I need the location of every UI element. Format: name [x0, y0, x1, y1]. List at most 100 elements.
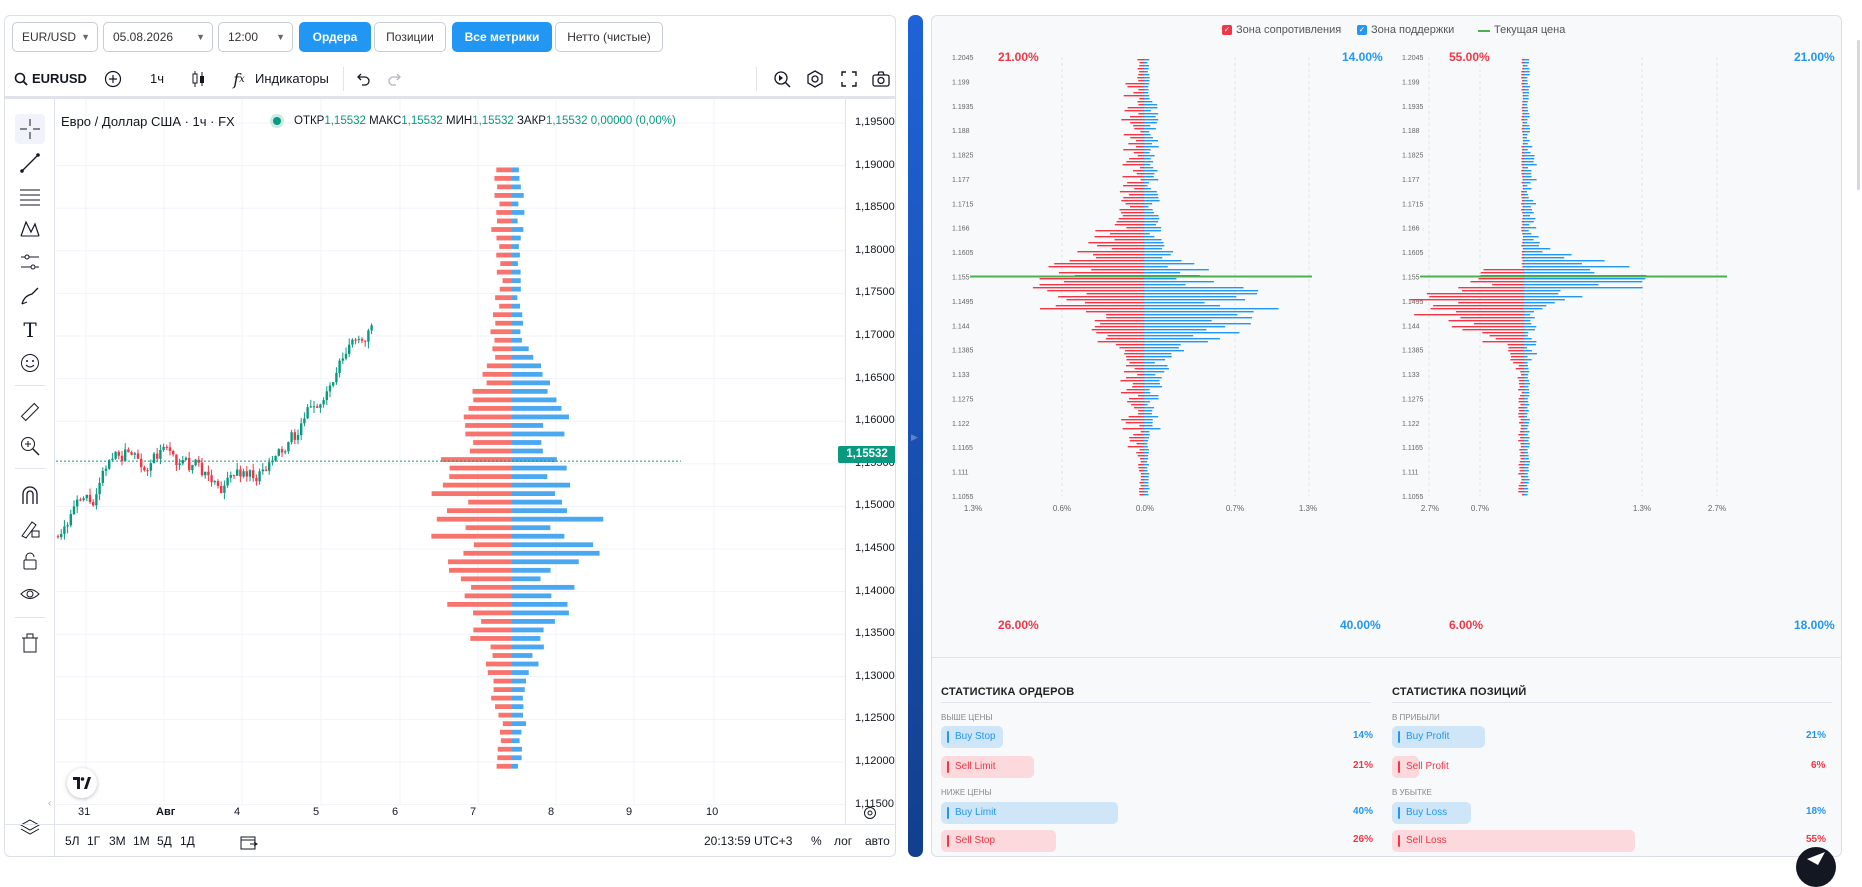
projection-icon[interactable] [15, 247, 45, 277]
profile-bar [1144, 191, 1157, 193]
candle-body [191, 465, 194, 471]
resistance-checkbox[interactable]: ✓ [1222, 25, 1232, 35]
buy-loss-pill[interactable]: Buy Loss [1392, 802, 1471, 824]
candle-body [290, 432, 293, 443]
camera-icon[interactable] [871, 69, 891, 89]
magnet-icon[interactable] [15, 480, 45, 510]
eye-icon[interactable] [15, 579, 45, 609]
range-button[interactable]: 1Г [87, 834, 101, 848]
current-price-legend-label: Текущая цена [1494, 24, 1566, 36]
sell-profit-pill[interactable]: Sell Profit [1392, 756, 1449, 778]
profile-y-tick: 1.111 [1402, 470, 1419, 477]
range-button[interactable]: 5Л [65, 834, 80, 848]
buy-limit-pill[interactable]: Buy Limit [941, 802, 1118, 824]
emoji-icon[interactable] [15, 348, 45, 378]
auto-toggle[interactable]: авто [865, 834, 890, 848]
price-axis[interactable]: 1,19500 1,19000 1,18500 1,18000 1,17500 1,170… [845, 99, 895, 824]
symbol-label[interactable]: EURUSD [32, 71, 87, 86]
panel-resize-handle[interactable]: ▶ [908, 15, 923, 857]
profile-bar [1144, 302, 1205, 304]
tab-net[interactable]: Нетто (чистые) [555, 22, 663, 52]
clock[interactable]: 20:13:59 UTC+3 [704, 834, 793, 848]
price-chart[interactable] [56, 99, 846, 824]
percent-toggle[interactable]: % [811, 834, 822, 848]
trash-icon[interactable] [15, 628, 45, 658]
profile-bar [1521, 119, 1524, 121]
sell-profit-value: 6% [1811, 760, 1826, 771]
range-button[interactable]: 1Д [180, 834, 195, 848]
replay-search-icon[interactable] [772, 69, 792, 89]
tab-orders[interactable]: Ордера [299, 22, 371, 52]
profile-bar [1144, 161, 1154, 163]
profile-bar [502, 278, 512, 284]
collapse-arrow-icon[interactable]: ‹ [48, 798, 52, 809]
profile-bar [491, 695, 512, 701]
profile-bar [491, 227, 512, 232]
candle-body [284, 451, 287, 453]
range-button[interactable]: 1М [133, 834, 150, 848]
time-select[interactable]: 12:00 ▼ [218, 22, 293, 52]
profile-bar [512, 755, 522, 761]
range-button[interactable]: 3М [109, 834, 126, 848]
date-range-icon[interactable] [240, 833, 258, 851]
profile-bar [495, 320, 512, 326]
buy-stop-pill[interactable]: Buy Stop [941, 726, 1003, 748]
profile-bar [1478, 278, 1524, 280]
undo-icon[interactable] [355, 71, 371, 87]
fib-lines-icon[interactable] [15, 181, 45, 211]
candle-body [143, 467, 146, 471]
interval-button[interactable]: 1ч [150, 71, 165, 86]
ruler-icon[interactable] [15, 397, 45, 427]
log-toggle[interactable]: лог [834, 834, 853, 848]
lock-drawing-icon[interactable] [15, 513, 45, 543]
profile-bar [1521, 161, 1524, 163]
profile-bar [1144, 344, 1181, 346]
below-price-label: НИЖЕ ЦЕНЫ [941, 788, 992, 797]
profile-bar [1524, 434, 1528, 436]
axis-settings-icon[interactable] [862, 805, 878, 821]
sell-limit-pill[interactable]: Sell Limit [941, 756, 1034, 778]
orders-profile-chart[interactable]: 1.2045 1.199 1.1935 1.188 1.1825 1.177 1.1715 1… [932, 41, 1382, 621]
search-icon[interactable] [13, 71, 29, 87]
sell-stop-pill[interactable]: Sell Stop [941, 830, 1056, 852]
buy-profit-pill[interactable]: Buy Profit [1392, 726, 1485, 748]
send-icon[interactable] [1796, 847, 1836, 887]
sell-loss-pill[interactable]: Sell Loss [1392, 830, 1635, 852]
profile-bar [512, 244, 519, 249]
profile-bar [1138, 413, 1144, 415]
candle-body [364, 340, 367, 342]
positions-profile-chart[interactable]: 1.2045 1.199 1.1935 1.188 1.1825 1.177 1.1715 1… [1382, 41, 1842, 621]
profile-bar [1144, 95, 1150, 97]
profile-bar [1522, 68, 1524, 70]
time-axis[interactable]: 31 Авг 4 5 6 7 8 9 10 [56, 803, 846, 823]
profile-bar [1522, 65, 1524, 67]
support-checkbox[interactable]: ✓ [1357, 25, 1367, 35]
zoom-in-icon[interactable] [15, 431, 45, 461]
candle-body [287, 442, 290, 452]
text-icon[interactable]: T [23, 318, 37, 342]
tradingview-logo-icon[interactable] [67, 768, 97, 798]
layers-icon[interactable] [15, 813, 45, 843]
date-select[interactable]: 05.08.2026 ▼ [103, 22, 213, 52]
page-scrollbar[interactable] [1857, 40, 1860, 190]
add-symbol-icon[interactable] [104, 70, 122, 88]
profile-bar [512, 712, 523, 718]
range-button[interactable]: 5Д [157, 834, 172, 848]
crosshair-icon[interactable] [15, 114, 45, 144]
gear-icon[interactable] [805, 69, 825, 89]
profile-bar [512, 252, 520, 258]
redo-icon[interactable] [387, 71, 403, 87]
candles-icon[interactable] [189, 70, 207, 88]
pattern-icon[interactable] [15, 214, 45, 244]
lock-icon[interactable] [15, 546, 45, 576]
brush-icon[interactable] [15, 281, 45, 311]
tab-positions[interactable]: Позиции [374, 22, 446, 52]
fullscreen-icon[interactable] [839, 69, 859, 89]
symbol-select[interactable]: EUR/USD ▼ [12, 22, 98, 52]
tab-all-metrics[interactable]: Все метрики [452, 22, 552, 52]
profile-bar [1094, 320, 1144, 322]
profile-bar [1144, 335, 1194, 337]
trend-line-icon[interactable] [15, 148, 45, 178]
indicators-button[interactable]: Индикаторы [255, 71, 329, 86]
